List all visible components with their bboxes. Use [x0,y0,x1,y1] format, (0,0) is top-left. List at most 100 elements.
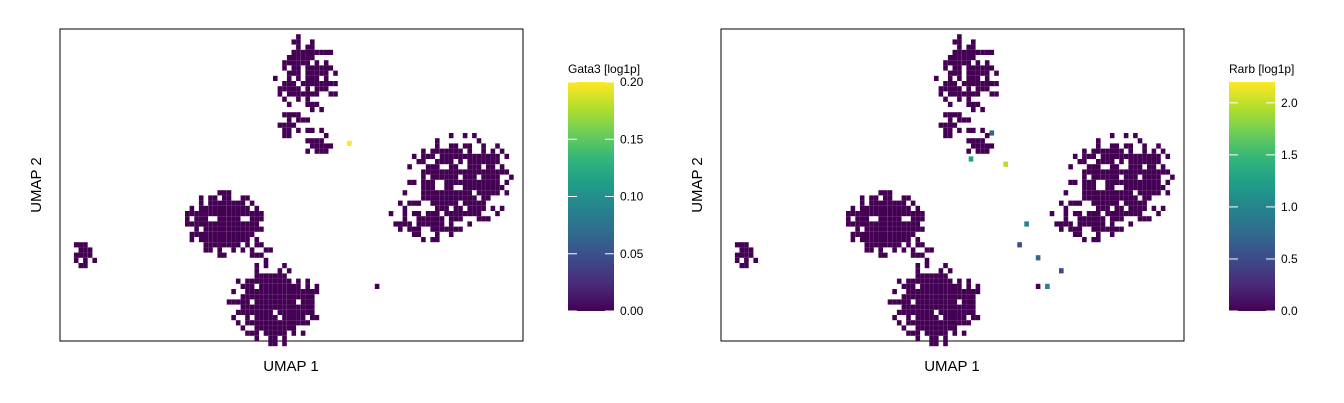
umap-cell [869,200,874,206]
umap-cell [878,221,883,227]
umap-cell [467,221,472,227]
umap-cell [249,330,255,336]
umap-cell [435,216,440,222]
umap-cell [458,226,463,232]
umap-cell [929,289,934,295]
umap-cell [300,81,306,87]
umap-cell [938,294,944,300]
umap-cell [883,195,888,201]
umap-cell [896,211,902,217]
umap-cell [217,237,222,243]
umap-cell [873,195,879,201]
umap-cell [254,309,260,315]
umap-cell [896,237,902,243]
umap-cell [864,205,870,211]
umap-cell [975,91,981,97]
umap-cell [994,70,999,76]
umap-cell [896,309,902,315]
umap-cell [268,325,273,331]
umap-cell [323,49,329,55]
umap-cell [388,211,394,217]
umap-cell [291,299,297,305]
umap-cell [906,195,911,201]
umap-cell [425,153,431,159]
umap-cell [892,221,897,227]
umap-cell [310,299,315,305]
umap-cell [864,221,870,227]
umap-cell [435,226,440,232]
umap-cell [282,86,287,92]
umap-cell [245,299,250,305]
umap-cell [416,159,422,165]
umap-cell [1156,190,1161,196]
umap-cell [901,304,907,310]
umap-cell [235,309,241,315]
colorbar-tick-label: 0.0 [1281,304,1298,318]
umap-cell [310,138,315,144]
umap-cell [481,200,486,206]
umap-cell [263,320,269,326]
umap-cell [906,231,911,237]
umap-cell [268,341,273,347]
umap-cell [1119,205,1124,211]
umap-cell [966,44,971,50]
umap-cell [869,226,874,232]
umap-cell [240,299,246,305]
umap-cell [268,283,273,289]
umap-cell [915,294,921,300]
umap-cell [467,143,472,149]
umap-cell [310,309,315,315]
umap-cell [1137,164,1143,170]
umap-cell [1096,237,1101,243]
umap-cell [231,211,236,217]
umap-cell [499,164,505,170]
umap-cell [495,174,500,180]
panel-2-colorbar-gradient [1229,82,1275,311]
umap-cell [1142,200,1147,206]
umap-cell [472,179,477,185]
umap-cell [855,231,860,237]
umap-cell [910,330,916,336]
umap-cell [966,148,971,154]
umap-cell [906,315,911,321]
umap-cell [957,65,962,71]
umap-cell [961,320,967,326]
umap-cell [1151,148,1157,154]
umap-cell [226,195,232,201]
umap-cell [901,200,907,206]
umap-cell [966,127,971,133]
umap-cell [929,283,934,289]
umap-cell [961,315,967,321]
umap-cell [924,278,930,284]
umap-cell [1096,195,1101,201]
panel-2-umap-points [734,34,1175,347]
umap-cell [453,153,459,159]
umap-cell [952,39,958,45]
umap-cell [286,133,292,139]
umap-cell [490,185,496,191]
umap-cell [416,216,422,222]
umap-cell [943,320,948,326]
umap-cell [961,117,967,123]
highlight-cell [1035,255,1041,261]
umap-cell [1123,200,1129,206]
umap-cell [984,65,990,71]
umap-cell [920,283,925,289]
umap-cell [323,86,329,92]
umap-cell [490,159,496,165]
umap-cell [185,221,190,227]
umap-cell [282,309,287,315]
umap-cell [273,341,278,347]
umap-cell [495,143,500,149]
umap-cell [920,252,925,258]
umap-cell [273,299,278,305]
umap-cell [439,200,445,206]
umap-cell [1123,143,1129,149]
umap-cell [263,309,269,315]
umap-cell [901,247,907,253]
umap-cell [1091,174,1096,180]
umap-cell [1133,185,1138,191]
umap-cell [402,190,408,196]
umap-cell [901,309,907,315]
umap-cell [869,205,874,211]
